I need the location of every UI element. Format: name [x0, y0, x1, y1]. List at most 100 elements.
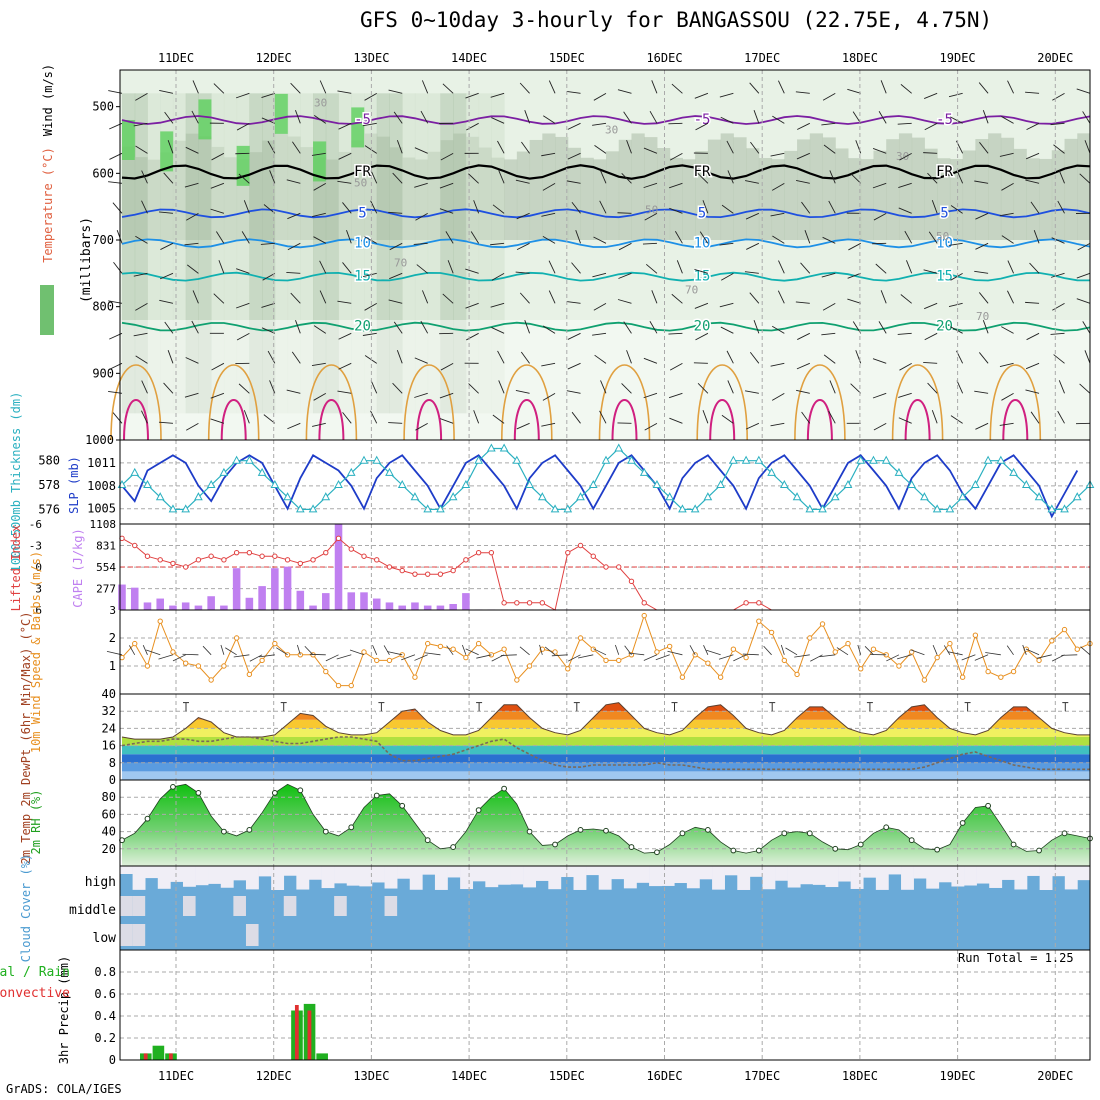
wind-barb — [1007, 80, 1014, 94]
cloud-high-gap — [825, 866, 839, 888]
wind-barb — [847, 88, 861, 94]
rh-point — [195, 790, 202, 796]
rh-band — [516, 151, 531, 240]
wind-barb — [542, 182, 556, 191]
wind-barb — [210, 392, 225, 399]
rh-band — [784, 150, 798, 240]
wind-barb — [778, 260, 785, 274]
wind-barb — [599, 200, 607, 214]
rh-band — [631, 133, 645, 240]
rh-band — [848, 158, 862, 240]
lifted-index-point — [246, 549, 253, 556]
thickness-point — [359, 455, 369, 464]
wind-barb-10m — [276, 647, 288, 656]
thickness-point — [372, 455, 382, 464]
wind-barb — [263, 414, 276, 424]
rh-contour-label: 50 — [936, 230, 949, 243]
temp-tick-label: 40 — [102, 687, 116, 701]
rh-contour-label: 70 — [394, 257, 407, 270]
cape-bar — [411, 602, 419, 610]
wind-barb — [956, 380, 964, 394]
precip-frame — [119, 949, 1091, 1061]
wind-barb — [342, 262, 352, 274]
cloud-high-gap — [875, 866, 889, 890]
cloud-high-gap — [371, 866, 385, 883]
wind-barb — [623, 321, 632, 334]
thickness-point — [830, 492, 840, 501]
wind-barb — [795, 180, 810, 184]
wind-barb — [490, 302, 505, 308]
rh-band — [949, 159, 964, 240]
run-total-label: Run Total = 1.25 — [958, 951, 1074, 965]
rh-point — [475, 807, 482, 813]
cape-tick-label: 1108 — [90, 518, 117, 531]
wind-barb — [466, 122, 479, 131]
wind-barb — [521, 141, 530, 154]
wind-barb — [319, 80, 327, 94]
wind-barb — [749, 82, 760, 94]
rh-band — [414, 93, 429, 414]
wind-barb — [548, 290, 556, 304]
wind-barb — [727, 380, 734, 394]
date-label-bottom: 11DEC — [158, 1069, 194, 1083]
lifted-index-tick-label: -3 — [29, 540, 42, 553]
wind-barb-10m — [233, 654, 250, 658]
wind-barb-10m — [325, 654, 339, 662]
thickness-point — [410, 492, 420, 501]
temperature-band — [122, 754, 1090, 763]
wind-barb-10m — [158, 654, 174, 660]
wind-barb-10m — [182, 653, 199, 656]
cape-bar — [181, 602, 190, 610]
wind-barb — [342, 412, 352, 424]
wind-barb-10m — [794, 654, 810, 658]
wind-barb — [370, 410, 378, 424]
wind-barb — [141, 200, 148, 214]
wind-speed-point — [259, 657, 265, 664]
cloud-high-gap — [976, 866, 990, 884]
wind-barb — [159, 272, 174, 280]
rh-humid-patch — [198, 99, 212, 140]
wind-speed-point — [182, 660, 189, 666]
wind-barb — [651, 80, 658, 94]
rh-band — [427, 93, 441, 414]
wind-barb — [542, 392, 556, 401]
temp-tick-label: 32 — [102, 704, 116, 718]
cloud-high-gap — [182, 866, 196, 887]
thickness-point — [779, 479, 789, 489]
wind-barb — [821, 332, 836, 336]
thickness-point — [996, 455, 1006, 464]
rh-point — [271, 790, 278, 796]
lifted-index-point — [412, 571, 418, 577]
thickness-point — [1021, 479, 1031, 489]
temperature-contour — [121, 115, 1091, 125]
cloud-high-gap — [913, 866, 927, 879]
wind-barb — [241, 231, 250, 244]
wind-barb — [543, 115, 556, 124]
wind-barb — [931, 200, 938, 214]
thickness-point — [869, 455, 878, 464]
wind-barb — [829, 380, 836, 394]
cape-bar — [207, 596, 215, 610]
wind-barb-10m — [614, 644, 620, 655]
wind-barb — [295, 320, 301, 334]
wind-barb — [261, 117, 276, 124]
wind-barb — [593, 302, 607, 311]
lifted-index-tick-label: 3 — [35, 583, 42, 596]
wind-speed-point — [1074, 646, 1080, 652]
date-label-top: 12DEC — [256, 51, 292, 65]
wind-speed-point — [374, 657, 380, 664]
wind-barb — [872, 182, 887, 189]
wind-barb — [236, 332, 250, 341]
wind-barb — [184, 242, 199, 246]
wind-barb-10m — [974, 654, 989, 661]
wind-barb — [796, 389, 810, 394]
cape-bar — [143, 602, 152, 610]
wind-barb — [1079, 173, 1091, 184]
wind-barb — [1052, 302, 1065, 311]
wind-barb — [643, 182, 658, 189]
thickness-point — [436, 504, 445, 513]
thickness-point — [971, 479, 980, 489]
wind-speed-point — [845, 640, 851, 647]
wind-barb — [795, 301, 810, 304]
